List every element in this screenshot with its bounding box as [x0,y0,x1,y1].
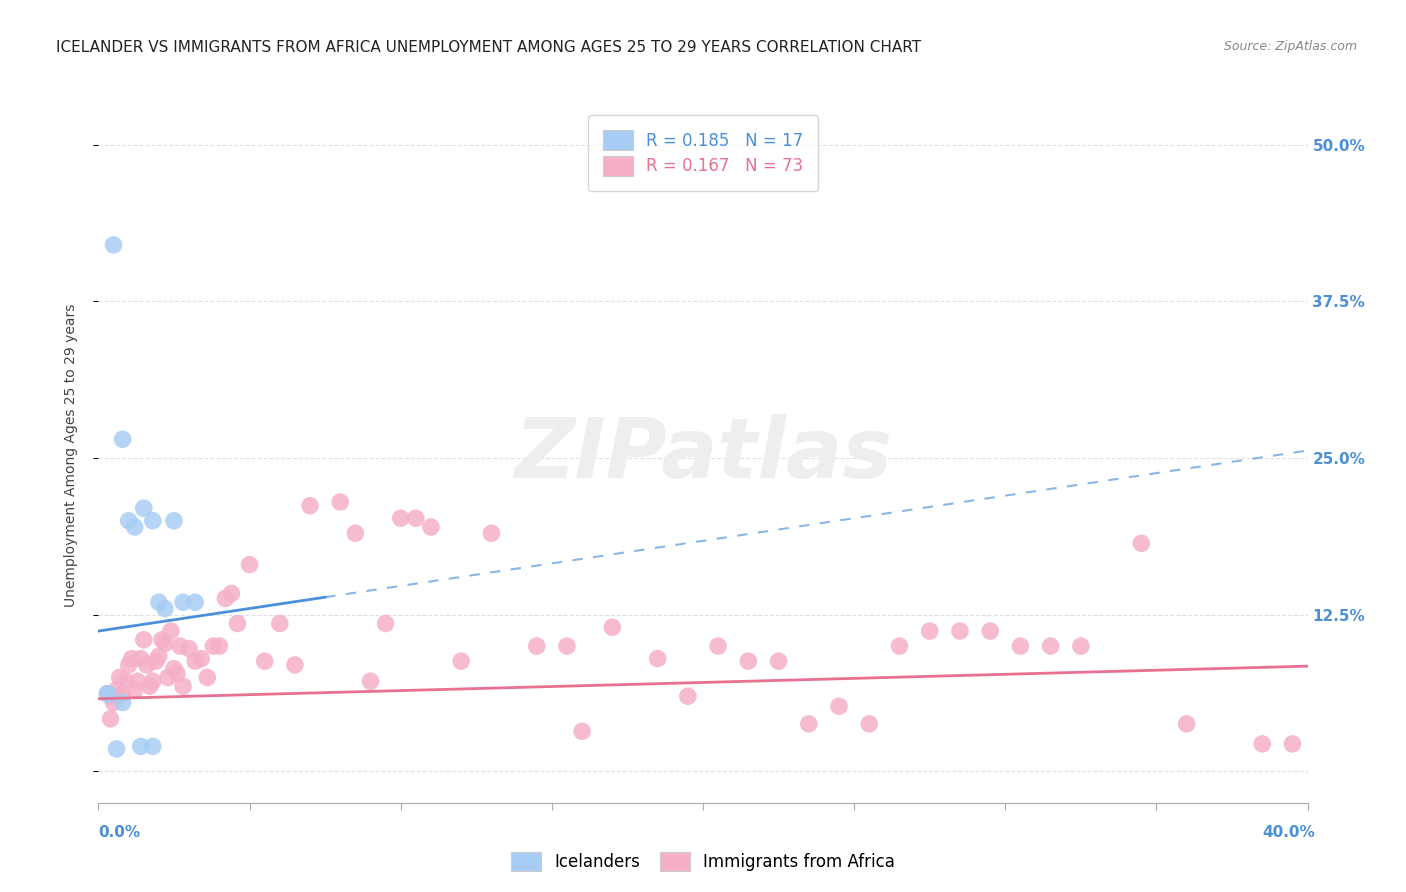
Point [100,712,122,726]
Point [108,670,131,684]
Point [1281,737,1303,751]
Point [153,637,176,651]
Point [1010,639,1032,653]
Point [329,495,352,509]
Point [526,639,548,653]
Point [450,654,472,668]
Point [979,624,1001,638]
Point [156,670,179,684]
Point [889,639,911,653]
Point [114,674,136,689]
Point [284,657,307,672]
Point [132,501,155,516]
Point [172,595,194,609]
Point [405,511,427,525]
Point [105,742,128,756]
Point [828,699,851,714]
Point [918,624,941,638]
Point [179,641,201,656]
Point [1251,737,1274,751]
Point [214,591,236,606]
Point [481,526,503,541]
Point [1130,536,1153,550]
Legend: Icelanders, Immigrants from Africa: Icelanders, Immigrants from Africa [505,846,901,878]
Point [118,657,141,672]
Point [676,690,699,704]
Point [96,687,118,701]
Point [949,624,972,638]
Point [195,670,218,684]
Point [103,696,125,710]
Point [647,651,669,665]
Point [118,514,141,528]
Point [1175,716,1198,731]
Point [135,657,157,672]
Point [797,716,820,731]
Point [163,662,186,676]
Point [172,679,194,693]
Point [142,739,165,754]
Point [184,654,207,668]
Point [163,514,186,528]
Point [103,238,125,252]
Point [768,654,790,668]
Point [226,616,249,631]
Point [190,651,212,665]
Point [737,654,759,668]
Point [105,683,128,698]
Point [148,649,170,664]
Point [555,639,578,653]
Text: Source: ZipAtlas.com: Source: ZipAtlas.com [1223,40,1357,54]
Point [153,601,176,615]
Text: ZIPatlas: ZIPatlas [515,415,891,495]
Point [269,616,291,631]
Point [124,520,146,534]
Point [389,511,412,525]
Point [184,595,207,609]
Point [111,432,134,446]
Point [132,632,155,647]
Point [707,639,730,653]
Point [169,639,191,653]
Point [166,666,188,681]
Point [858,716,880,731]
Point [121,651,143,665]
Text: ICELANDER VS IMMIGRANTS FROM AFRICA UNEMPLOYMENT AMONG AGES 25 TO 29 YEARS CORRE: ICELANDER VS IMMIGRANTS FROM AFRICA UNEM… [56,40,921,55]
Point [145,654,167,668]
Point [148,595,170,609]
Point [344,526,367,541]
Point [111,687,134,701]
Point [129,739,152,754]
Point [160,624,183,638]
Point [127,674,149,689]
Point [100,690,122,704]
Point [202,639,225,653]
Point [1039,639,1062,653]
Point [142,514,165,528]
Point [420,520,443,534]
Point [96,687,118,701]
Point [299,499,322,513]
Point [124,683,146,698]
Text: 40.0%: 40.0% [1261,825,1315,839]
Point [239,558,262,572]
Point [221,586,243,600]
Point [374,616,396,631]
Point [602,620,624,634]
Point [111,696,134,710]
Point [139,679,162,693]
Text: 0.0%: 0.0% [98,825,141,839]
Point [96,687,118,701]
Point [253,654,276,668]
Point [571,724,593,739]
Point [1070,639,1092,653]
Point [360,674,382,689]
Point [150,632,173,647]
Point [129,651,152,665]
Point [142,674,165,689]
Y-axis label: Unemployment Among Ages 25 to 29 years: Unemployment Among Ages 25 to 29 years [63,303,77,607]
Point [208,639,231,653]
